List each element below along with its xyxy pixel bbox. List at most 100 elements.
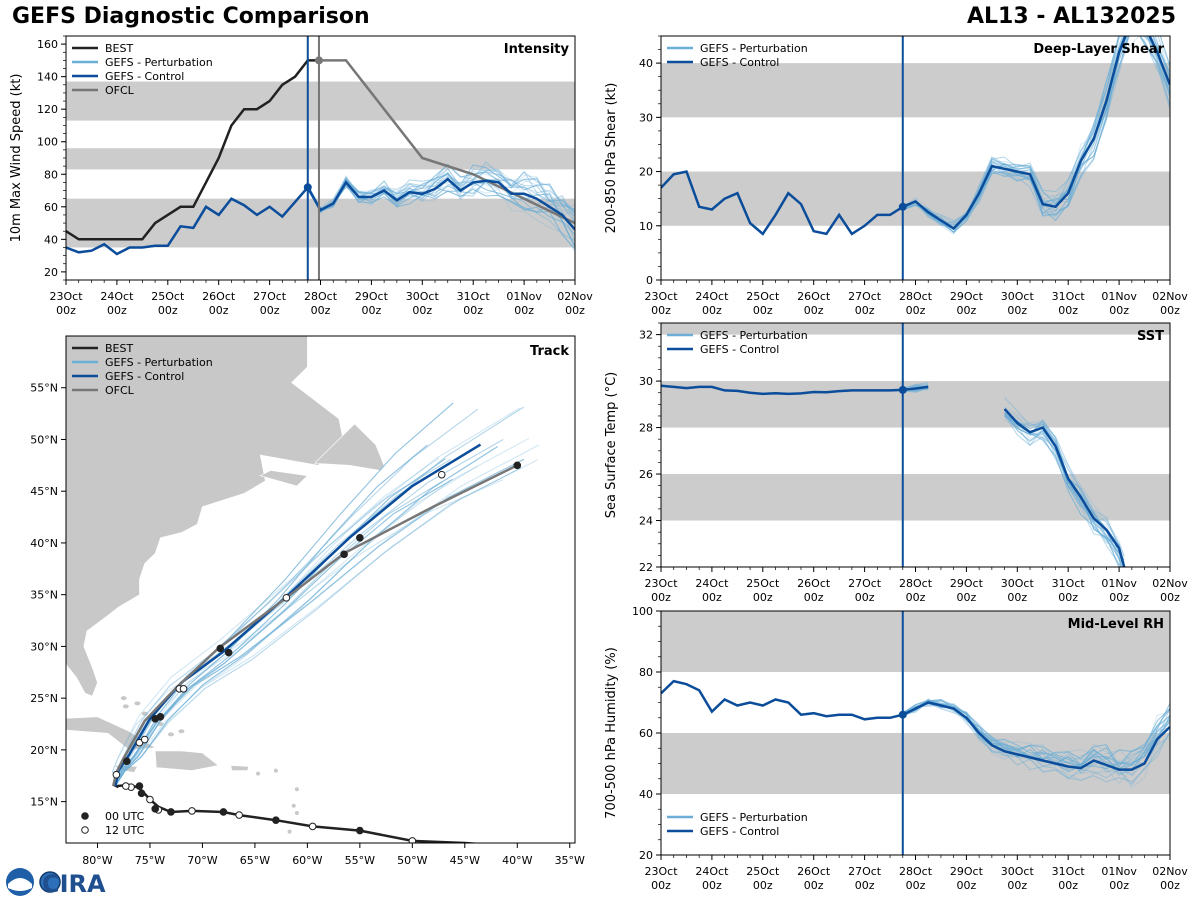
rh-perturbation-line bbox=[902, 699, 1170, 765]
shear-xtick-sublabel: 00z bbox=[1007, 304, 1027, 317]
track-marker-00utc bbox=[272, 816, 280, 825]
intensity-legend-label: GEFS - Control bbox=[105, 70, 184, 83]
lesser-antilles-island bbox=[273, 768, 278, 773]
rh-xtick-sublabel: 00z bbox=[1007, 879, 1027, 892]
track-marker-00utc bbox=[356, 826, 364, 835]
intensity-best-line bbox=[66, 59, 321, 241]
rh-perturbation-line bbox=[902, 702, 1170, 783]
rh-perturbation-line bbox=[902, 699, 1170, 772]
sst-xtick-sublabel: 00z bbox=[906, 591, 926, 604]
shear-perturbation-line bbox=[902, 36, 1170, 233]
track-marker-12utc bbox=[140, 735, 149, 744]
shear-ytick-label: 10 bbox=[639, 220, 653, 233]
sst-plot-area bbox=[661, 323, 1170, 567]
intensity-xtick-label: 27Oct bbox=[253, 290, 287, 303]
shear-xtick-label: 27Oct bbox=[848, 290, 882, 303]
rh-perturbation-line bbox=[902, 703, 1170, 777]
sst-xtick-label: 24Oct bbox=[695, 577, 729, 590]
bahamas-island bbox=[122, 704, 129, 709]
track-legend-label: GEFS - Control bbox=[105, 370, 184, 383]
shear-title: Deep-Layer Shear bbox=[1033, 42, 1164, 57]
sst-band bbox=[661, 323, 1170, 335]
intensity-ofcl-init-point bbox=[314, 56, 323, 65]
intensity-init-point bbox=[303, 183, 312, 192]
intensity-gefs-control-line bbox=[66, 177, 575, 256]
intensity-xtick-sublabel: 00z bbox=[209, 304, 229, 317]
bahamas-island bbox=[120, 696, 127, 701]
intensity-xtick-sublabel: 00z bbox=[158, 304, 178, 317]
shear-xtick-label: 23Oct bbox=[644, 290, 678, 303]
shear-xtick-sublabel: 00z bbox=[1058, 304, 1078, 317]
track-marker-12utc bbox=[282, 593, 291, 602]
sst-xtick-label: 01Nov bbox=[1101, 577, 1137, 590]
lesser-antilles-island bbox=[287, 829, 292, 834]
intensity-perturbation-line bbox=[307, 161, 575, 224]
shear-xtick-label: 30Oct bbox=[1001, 290, 1035, 303]
rh-xtick-sublabel: 00z bbox=[1160, 879, 1180, 892]
rh-xtick-sublabel: 00z bbox=[804, 879, 824, 892]
cira-logo-text: CIRA bbox=[42, 870, 106, 898]
shear-xtick-sublabel: 00z bbox=[804, 304, 824, 317]
intensity-perturbation-line bbox=[307, 180, 575, 248]
track-marker-00utc bbox=[135, 782, 144, 790]
rh-ylabel: 700-500 hPa Humidity (%) bbox=[604, 647, 619, 819]
rh-title: Mid-Level RH bbox=[1068, 617, 1164, 632]
sst-legend-label: GEFS - Control bbox=[700, 343, 779, 356]
shear-ytick-label: 0 bbox=[646, 274, 653, 287]
sst-gefs-control-line bbox=[661, 384, 929, 396]
intensity-perturbation-line bbox=[307, 169, 575, 222]
track-xtick-label: 75°W bbox=[135, 854, 165, 867]
lesser-antilles-island bbox=[294, 787, 299, 792]
track-xtick-label: 35°W bbox=[555, 854, 585, 867]
shear-init-point bbox=[898, 202, 907, 211]
track-marker-00utc bbox=[356, 533, 364, 542]
intensity-xtick-sublabel: 00z bbox=[463, 304, 483, 317]
intensity-xtick-sublabel: 00z bbox=[260, 304, 280, 317]
rh-ytick-label: 40 bbox=[639, 788, 653, 801]
track-ofcl-line bbox=[111, 464, 518, 787]
rh-xtick-label: 30Oct bbox=[1001, 865, 1035, 878]
sst-ytick-label: 24 bbox=[639, 515, 653, 528]
sst-xtick-sublabel: 00z bbox=[651, 591, 671, 604]
rh-xtick-sublabel: 00z bbox=[957, 879, 977, 892]
track-marker-12utc bbox=[437, 470, 446, 479]
sst-perturbation-line bbox=[1004, 412, 1120, 567]
intensity-legend-label: OFCL bbox=[105, 84, 135, 97]
intensity-xtick-sublabel: 00z bbox=[311, 304, 331, 317]
track-xtick-label: 55°W bbox=[345, 854, 375, 867]
rh-xtick-label: 27Oct bbox=[848, 865, 882, 878]
intensity-xtick-label: 25Oct bbox=[151, 290, 185, 303]
rh-xtick-label: 25Oct bbox=[746, 865, 780, 878]
track-xtick-label: 70°W bbox=[187, 854, 217, 867]
sst-xtick-label: 31Oct bbox=[1052, 577, 1086, 590]
track-marker-00utc bbox=[156, 712, 165, 721]
shear-perturbation-line bbox=[902, 36, 1170, 228]
intensity-ofcl-line bbox=[319, 59, 575, 225]
intensity-xtick-label: 01Nov bbox=[506, 290, 542, 303]
track-best-line bbox=[111, 783, 483, 843]
sst-xtick-sublabel: 00z bbox=[855, 591, 875, 604]
track-marker-12utc bbox=[188, 807, 196, 815]
sst-perturbation-line bbox=[1004, 415, 1121, 567]
globe-icon bbox=[39, 871, 61, 893]
sst-perturbation-line bbox=[1004, 408, 1125, 564]
sst-legend-label: GEFS - Perturbation bbox=[700, 329, 808, 342]
shear-band bbox=[661, 63, 1170, 118]
shear-xtick-sublabel: 00z bbox=[1109, 304, 1129, 317]
rh-xtick-label: 24Oct bbox=[695, 865, 729, 878]
track-legend-label: BEST bbox=[105, 342, 133, 355]
shear-xtick-label: 25Oct bbox=[746, 290, 780, 303]
sst-ytick-label: 32 bbox=[639, 329, 653, 342]
rh-xtick-sublabel: 00z bbox=[651, 879, 671, 892]
rh-ytick-label: 100 bbox=[632, 605, 653, 618]
intensity-xtick-sublabel: 00z bbox=[412, 304, 432, 317]
cira-logo: CIRA bbox=[6, 868, 106, 898]
track-perturbation-line bbox=[114, 446, 498, 787]
sst-xtick-sublabel: 00z bbox=[1109, 591, 1129, 604]
sst-xtick-sublabel: 00z bbox=[957, 591, 977, 604]
